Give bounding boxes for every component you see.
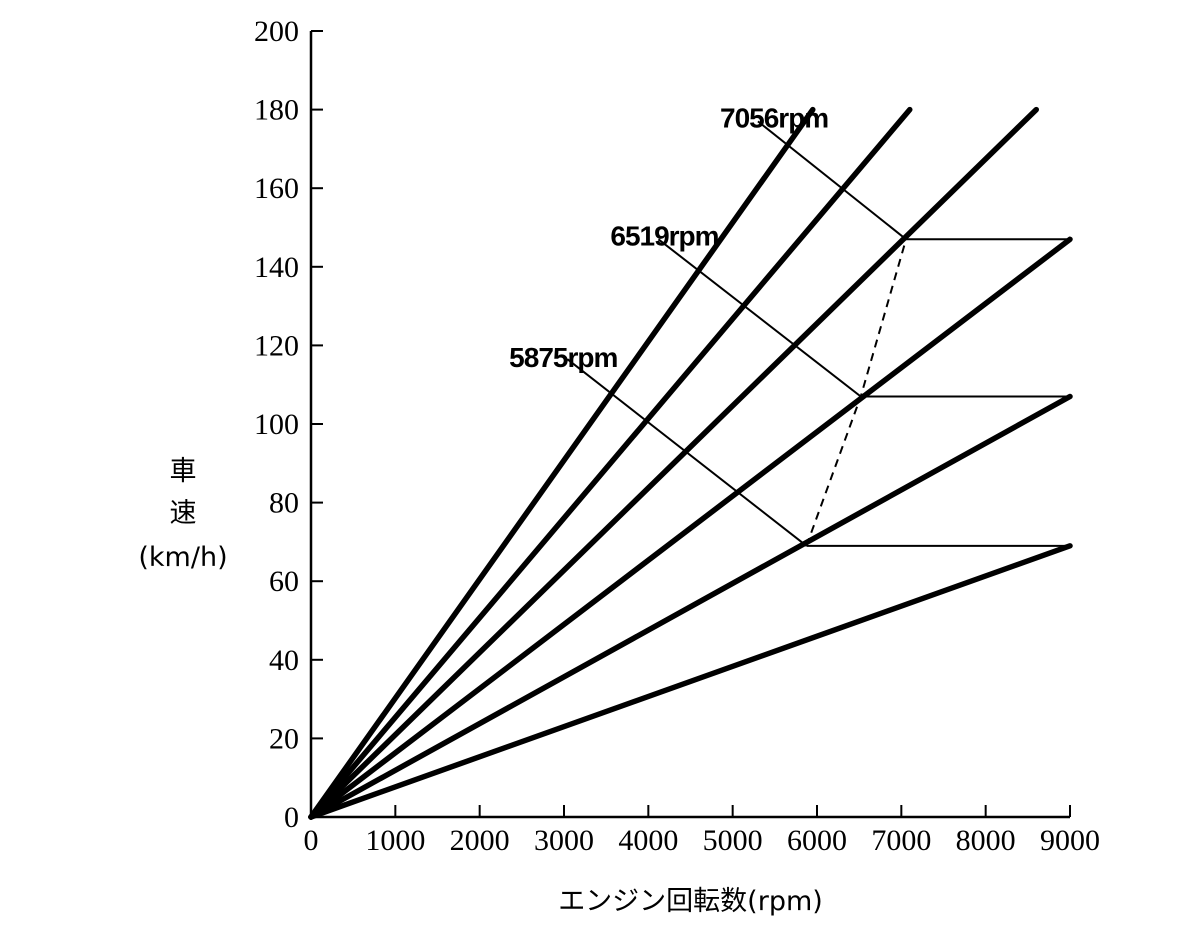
x-tick-label: 0 — [304, 824, 319, 857]
rpm-label-2: 6519rpm — [610, 220, 718, 251]
y-tick-label: 200 — [254, 15, 299, 48]
shift-lines — [805, 238, 1070, 547]
gear-6-line — [308, 106, 816, 820]
x-tick-label: 9000 — [1040, 824, 1100, 857]
annotation-leader-3 — [757, 120, 907, 241]
y-tick-label: 180 — [254, 94, 299, 127]
y-tick-label: 120 — [254, 329, 299, 362]
x-tick-label: 1000 — [365, 824, 425, 857]
gear-3-line — [308, 236, 1073, 820]
x-tick-label: 8000 — [956, 824, 1016, 857]
y-tick-label: 60 — [269, 565, 299, 598]
y-tick-label: 80 — [269, 487, 299, 520]
annotation-leaders — [566, 120, 907, 547]
y-tick-label: 0 — [284, 801, 299, 834]
x-tick-label: 7000 — [871, 824, 931, 857]
y-tick-label: 140 — [254, 251, 299, 284]
x-tick-label: 3000 — [534, 824, 594, 857]
gear-series — [308, 106, 1073, 820]
rpm-label-3: 7056rpm — [720, 102, 828, 133]
y-tick-label: 160 — [254, 172, 299, 205]
gear-4-line — [308, 106, 1040, 820]
x-tick-label: 5000 — [703, 824, 763, 857]
annotation-leader-1 — [566, 358, 808, 547]
x-axis-title: エンジン回転数(rpm) — [558, 886, 823, 917]
annotation-leader-2 — [657, 238, 862, 398]
x-tick-label: 4000 — [618, 824, 678, 857]
y-tick-label: 20 — [269, 722, 299, 755]
gear-5-line — [308, 106, 913, 820]
y-axis-title-line-3: (km/h) — [138, 542, 227, 573]
gear-2-line — [308, 393, 1073, 820]
gear-1-line — [308, 543, 1073, 820]
y-axis-title-line-2: 速 — [170, 498, 197, 529]
x-tick-label: 2000 — [450, 824, 510, 857]
ticks: 0 1000 2000 3000 4000 5000 6000 7000 8000 9000 0 20… — [254, 15, 1100, 857]
labels: 5875rpm 6519rpm 7056rpm エンジン回転数(rpm) 車速 (km/h… — [138, 102, 829, 917]
y-tick-label: 40 — [269, 644, 299, 677]
x-tick-label: 6000 — [787, 824, 847, 857]
axes — [309, 31, 1070, 819]
rpm-label-1: 5875rpm — [509, 342, 617, 373]
y-tick-label: 100 — [254, 408, 299, 441]
y-axis-title-line-1: 車 — [170, 456, 197, 487]
